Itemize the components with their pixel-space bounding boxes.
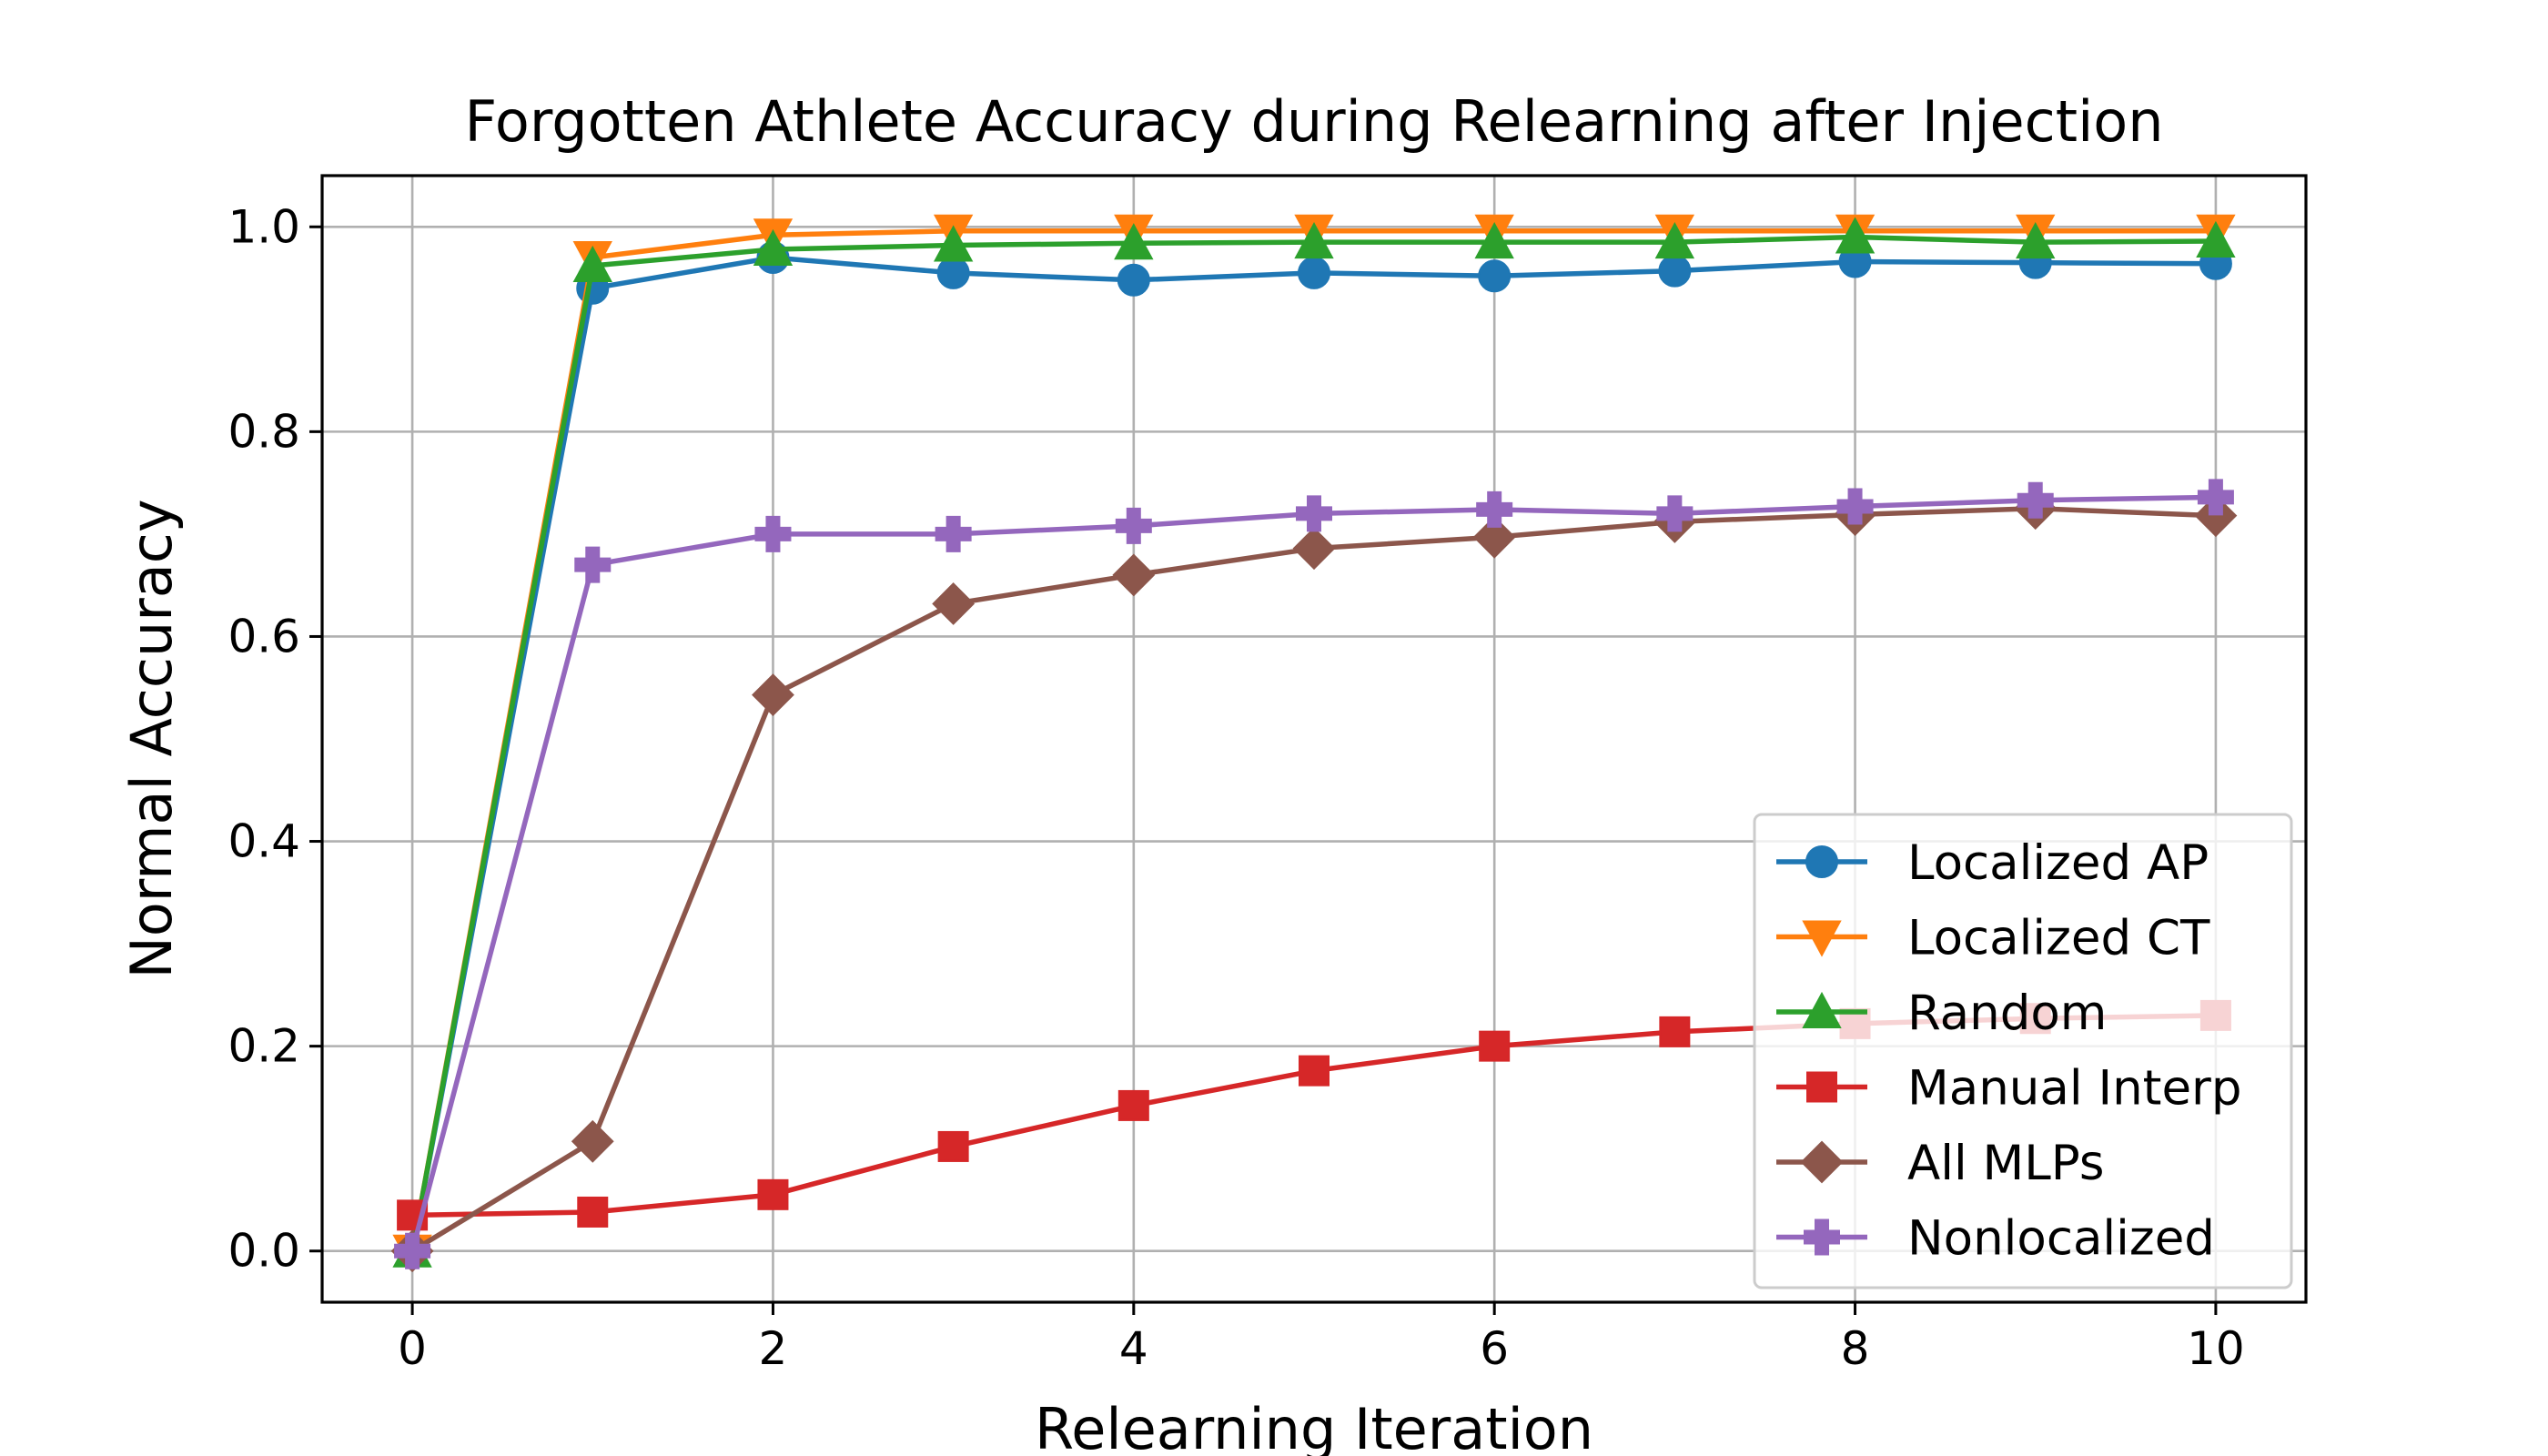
data-point xyxy=(1476,490,1513,528)
data-point xyxy=(2016,222,2056,259)
y-axis-label: Normal Accuracy xyxy=(118,499,185,978)
chart-title: Forgotten Athlete Accuracy during Relear… xyxy=(464,88,2163,155)
data-point xyxy=(933,225,974,262)
data-point xyxy=(1298,256,1330,289)
plot-frame xyxy=(320,174,2308,1304)
legend-item: Random xyxy=(1776,986,2107,1041)
y-tick-label: 0.4 xyxy=(228,815,300,868)
y-tick-label: 0.8 xyxy=(228,405,300,458)
legend-label: Localized CT xyxy=(1907,911,2210,966)
legend: Localized AP Localized CT Random Manual Int… xyxy=(1753,813,2293,1289)
data-point xyxy=(574,546,612,583)
data-point xyxy=(571,1119,614,1163)
data-point xyxy=(577,1196,609,1228)
data-point xyxy=(1299,1055,1330,1087)
data-point xyxy=(2197,479,2234,516)
data-point xyxy=(1479,1030,1511,1062)
data-point xyxy=(752,673,794,717)
data-point xyxy=(394,1232,431,1269)
legend-marker xyxy=(1804,1218,1840,1256)
data-point xyxy=(754,515,792,552)
legend-marker xyxy=(1800,1140,1844,1184)
y-tick-label: 0.2 xyxy=(228,1020,300,1073)
legend-label: Localized AP xyxy=(1907,835,2209,891)
x-axis-label: Relearning Iteration xyxy=(1035,1396,1593,1456)
data-point xyxy=(1472,515,1516,559)
legend-label: All MLPs xyxy=(1907,1136,2104,1191)
legend-item: All MLPs xyxy=(1776,1136,2104,1191)
data-point xyxy=(2194,494,2238,538)
data-point xyxy=(1112,553,1156,597)
legend-marker xyxy=(1802,991,1842,1028)
legend-marker xyxy=(1806,1071,1837,1103)
data-point xyxy=(1654,222,1695,259)
tick-layer: 0 2 4 6 8 10 0.0 0.2 0.4 0.6 0.8 1.0 xyxy=(228,200,2244,1375)
data-point xyxy=(1474,222,1514,259)
data-point xyxy=(1114,223,1154,260)
x-tick-label: 4 xyxy=(1119,1322,1148,1375)
legend-marker xyxy=(1805,845,1838,878)
x-tick-label: 6 xyxy=(1480,1322,1509,1375)
grid-layer xyxy=(322,176,2306,1302)
series-nonlocalized xyxy=(394,479,2234,1269)
legend-label: Nonlocalized xyxy=(1907,1211,2215,1267)
y-tick-label: 1.0 xyxy=(228,200,300,253)
x-tick-label: 2 xyxy=(759,1322,788,1375)
data-point xyxy=(936,256,970,289)
legend-item: Localized AP xyxy=(1776,835,2209,891)
data-point xyxy=(1478,259,1512,293)
data-point xyxy=(1656,495,1694,532)
data-point xyxy=(1836,488,1874,525)
legend-item: Localized CT xyxy=(1776,911,2210,966)
x-tick-label: 8 xyxy=(1841,1322,1870,1375)
data-point xyxy=(1115,507,1152,544)
data-point xyxy=(1835,217,1876,254)
legend-item: Manual Interp xyxy=(1776,1061,2241,1117)
data-point xyxy=(572,245,612,283)
data-point xyxy=(2017,481,2054,519)
y-tick-label: 0.6 xyxy=(228,610,300,662)
legend-label: Random xyxy=(1907,986,2107,1041)
legend-box xyxy=(1753,813,2293,1289)
y-tick-label: 0.0 xyxy=(228,1225,300,1278)
x-tick-label: 10 xyxy=(2187,1322,2245,1375)
data-point xyxy=(753,228,794,267)
data-point xyxy=(1117,263,1150,297)
data-point xyxy=(937,1130,969,1162)
legend-item: Nonlocalized xyxy=(1776,1211,2215,1267)
data-point xyxy=(1292,527,1336,571)
data-point xyxy=(1658,254,1692,288)
data-point xyxy=(757,1178,789,1210)
data-point xyxy=(1294,222,1334,259)
data-point xyxy=(2196,220,2236,258)
x-tick-label: 0 xyxy=(398,1322,427,1375)
data-point xyxy=(932,582,976,625)
data-point xyxy=(935,515,972,552)
data-point xyxy=(1296,495,1332,532)
legend-marker xyxy=(1802,920,1842,957)
data-point xyxy=(1117,1089,1149,1121)
data-point xyxy=(1659,1016,1691,1047)
legend-label: Manual Interp xyxy=(1907,1061,2241,1117)
